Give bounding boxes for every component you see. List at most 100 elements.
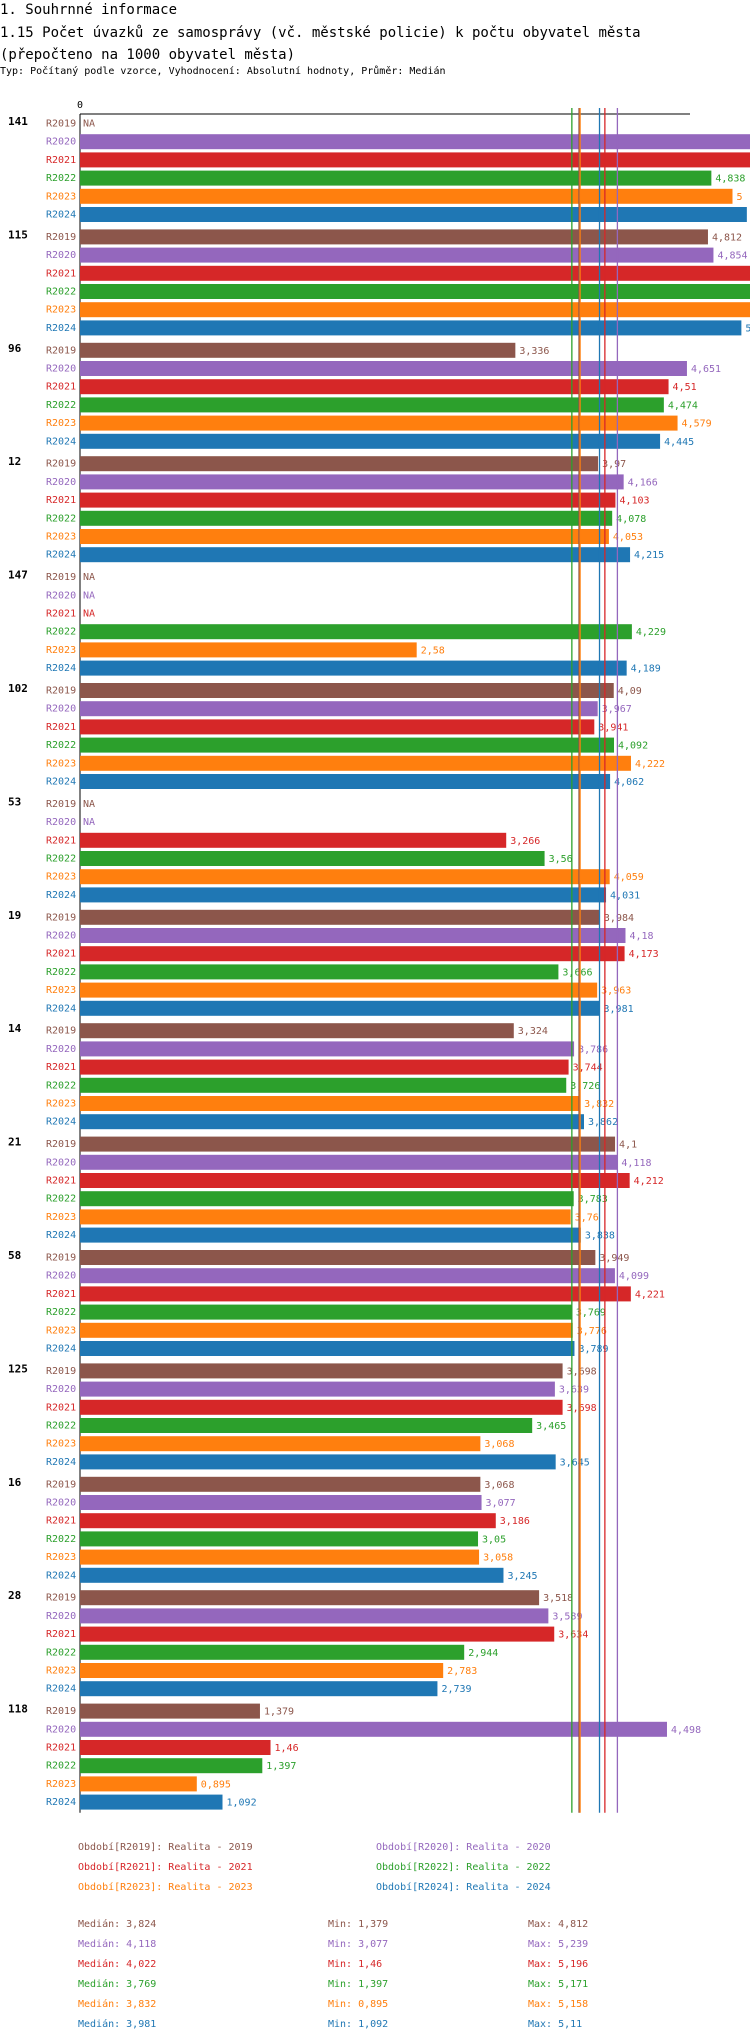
bar	[80, 946, 625, 962]
stat-median: Medián: 3,824	[78, 1919, 157, 1930]
stat-median: Medián: 3,769	[78, 1979, 157, 1990]
bar	[80, 1268, 615, 1284]
series-label: R2019	[46, 912, 76, 923]
chart-subtitle: Typ: Počítaný podle vzorce, Vyhodnocení:…	[0, 66, 446, 77]
group-label: 147	[8, 569, 28, 582]
bar	[80, 624, 632, 640]
legend-item: Období[R2021]: Realita - 2021	[78, 1862, 253, 1873]
series-label: R2020	[46, 137, 76, 148]
bar	[80, 964, 559, 980]
bar	[80, 1436, 481, 1452]
bar	[80, 1191, 574, 1207]
bar-value-label: 3,981	[604, 1004, 634, 1015]
group-label: 141	[8, 115, 28, 128]
series-label: R2020	[46, 477, 76, 488]
group-label: 96	[8, 342, 22, 355]
series-label: R2023	[46, 872, 76, 883]
stat-median: Medián: 3,981	[78, 2019, 157, 2030]
series-label: R2021	[46, 382, 76, 393]
series-label: R2022	[46, 1080, 76, 1091]
bar-value-label: 3,698	[567, 1366, 597, 1377]
na-label: NA	[83, 119, 95, 130]
series-label: R2024	[46, 1797, 76, 1808]
bar	[80, 342, 516, 358]
bar-value-label: 3,776	[577, 1326, 607, 1337]
series-label: R2019	[46, 1366, 76, 1377]
bar-value-label: 3,984	[604, 913, 634, 924]
series-label: R2023	[46, 305, 76, 316]
series-label: R2020	[46, 931, 76, 942]
series-label: R2023	[46, 985, 76, 996]
bar-value-label: 3,634	[558, 1630, 588, 1641]
group-label: 58	[8, 1249, 21, 1262]
stat-min: Min: 1,46	[328, 1959, 383, 1970]
bar-value-label: 3,726	[570, 1081, 600, 1092]
series-label: R2023	[46, 1666, 76, 1677]
stat-median: Medián: 4,022	[78, 1959, 157, 1970]
bar-value-label: 1,092	[227, 1798, 257, 1809]
series-label: R2022	[46, 854, 76, 865]
bar-value-label: 3,336	[519, 346, 549, 357]
bar-value-label: 4,031	[610, 890, 640, 901]
bar	[80, 1363, 563, 1379]
bar-value-label: 2,944	[468, 1648, 498, 1659]
bar-value-label: 4,838	[715, 174, 745, 185]
bar	[80, 1626, 555, 1642]
group-label: 16	[8, 1476, 22, 1489]
group-label: 125	[8, 1362, 28, 1375]
series-label: R2020	[46, 1044, 76, 1055]
bar	[80, 1758, 263, 1774]
bar-value-label: 3,058	[483, 1553, 513, 1564]
bar	[80, 302, 750, 318]
bar-value-label: 3,05	[482, 1534, 506, 1545]
bar-value-label: 3,698	[567, 1403, 597, 1414]
series-label: R2022	[46, 400, 76, 411]
bar	[80, 1154, 618, 1170]
bar-value-label: 3,186	[500, 1516, 530, 1527]
bar-value-label: 4,222	[635, 759, 665, 770]
stat-max: Max: 5,171	[528, 1979, 589, 1990]
series-label: R2020	[46, 1157, 76, 1168]
bar-value-label: 4,189	[631, 664, 661, 675]
bar	[80, 1476, 481, 1492]
bar	[80, 683, 614, 698]
group-label: 12	[8, 455, 21, 468]
bar	[80, 1209, 571, 1225]
bar	[80, 188, 733, 204]
bar	[80, 529, 609, 544]
bar	[80, 1794, 223, 1810]
series-label: R2019	[46, 1026, 76, 1037]
bar	[80, 284, 750, 299]
series-label: R2024	[46, 210, 76, 221]
bar	[80, 1381, 555, 1397]
series-label: R2019	[46, 345, 76, 356]
na-label: NA	[83, 609, 95, 620]
series-label: R2022	[46, 1647, 76, 1658]
bar-value-label: 3,949	[599, 1253, 629, 1264]
series-label: R2019	[46, 1593, 76, 1604]
bar-value-label: 3,518	[543, 1593, 573, 1604]
series-label: R2022	[46, 740, 76, 751]
bar-value-label: 1,46	[275, 1743, 299, 1754]
bar-value-label: 3,744	[573, 1063, 603, 1074]
series-label: R2022	[46, 1194, 76, 1205]
stat-max: Max: 5,11	[528, 2019, 583, 2030]
legend-item: Období[R2023]: Realita - 2023	[78, 1882, 253, 1893]
bar	[80, 1549, 480, 1565]
bar	[80, 1567, 504, 1583]
series-label: R2024	[46, 663, 76, 674]
bar-value-label: 5	[737, 192, 743, 203]
bar	[80, 642, 417, 658]
group-label: 102	[8, 682, 28, 695]
series-label: R2023	[46, 1779, 76, 1790]
series-label: R2024	[46, 1570, 76, 1581]
bar	[80, 433, 661, 449]
bar	[80, 982, 598, 998]
series-label: R2019	[46, 572, 76, 583]
series-label: R2021	[46, 155, 76, 166]
bar	[80, 547, 631, 563]
series-label: R2020	[46, 1611, 76, 1622]
series-label: R2023	[46, 191, 76, 202]
bar	[80, 1663, 444, 1678]
series-label: R2021	[46, 1176, 76, 1187]
